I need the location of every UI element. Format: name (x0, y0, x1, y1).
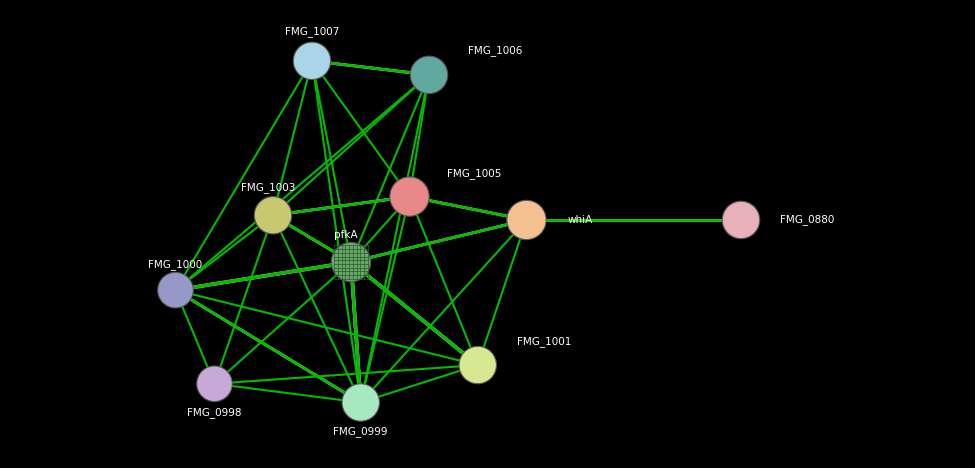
Ellipse shape (197, 366, 232, 402)
Text: FMG_1005: FMG_1005 (447, 168, 501, 179)
Text: whiA: whiA (567, 215, 593, 225)
Ellipse shape (410, 56, 448, 94)
Text: FMG_0998: FMG_0998 (187, 407, 242, 418)
Text: FMG_1003: FMG_1003 (241, 182, 295, 193)
Ellipse shape (332, 242, 370, 282)
Ellipse shape (342, 384, 379, 421)
Text: FMG_1001: FMG_1001 (517, 336, 571, 347)
Ellipse shape (158, 272, 193, 308)
Text: FMG_1006: FMG_1006 (468, 45, 523, 56)
Text: pfkA: pfkA (334, 230, 358, 240)
Ellipse shape (722, 201, 760, 239)
Text: FMG_0880: FMG_0880 (780, 214, 835, 226)
Ellipse shape (459, 346, 496, 384)
Text: FMG_1000: FMG_1000 (148, 259, 203, 270)
Ellipse shape (293, 42, 331, 80)
Text: FMG_1007: FMG_1007 (285, 27, 339, 37)
Ellipse shape (507, 200, 546, 240)
Ellipse shape (254, 197, 292, 234)
Ellipse shape (390, 177, 429, 216)
Text: FMG_0999: FMG_0999 (333, 426, 388, 437)
